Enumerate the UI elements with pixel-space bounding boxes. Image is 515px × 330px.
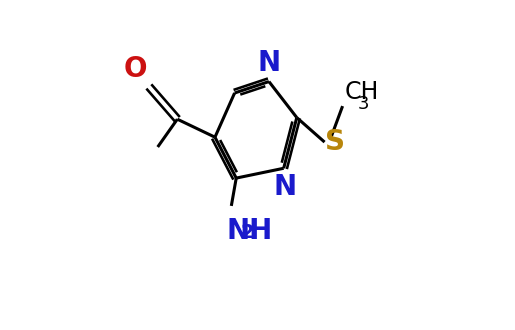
Text: 2: 2 [240,223,254,242]
Text: CH: CH [344,81,379,105]
Text: 3: 3 [357,95,369,113]
Text: NH: NH [227,217,272,246]
Text: N: N [274,173,297,201]
Text: O: O [124,55,147,83]
Text: S: S [325,128,345,156]
Text: N: N [258,49,281,77]
